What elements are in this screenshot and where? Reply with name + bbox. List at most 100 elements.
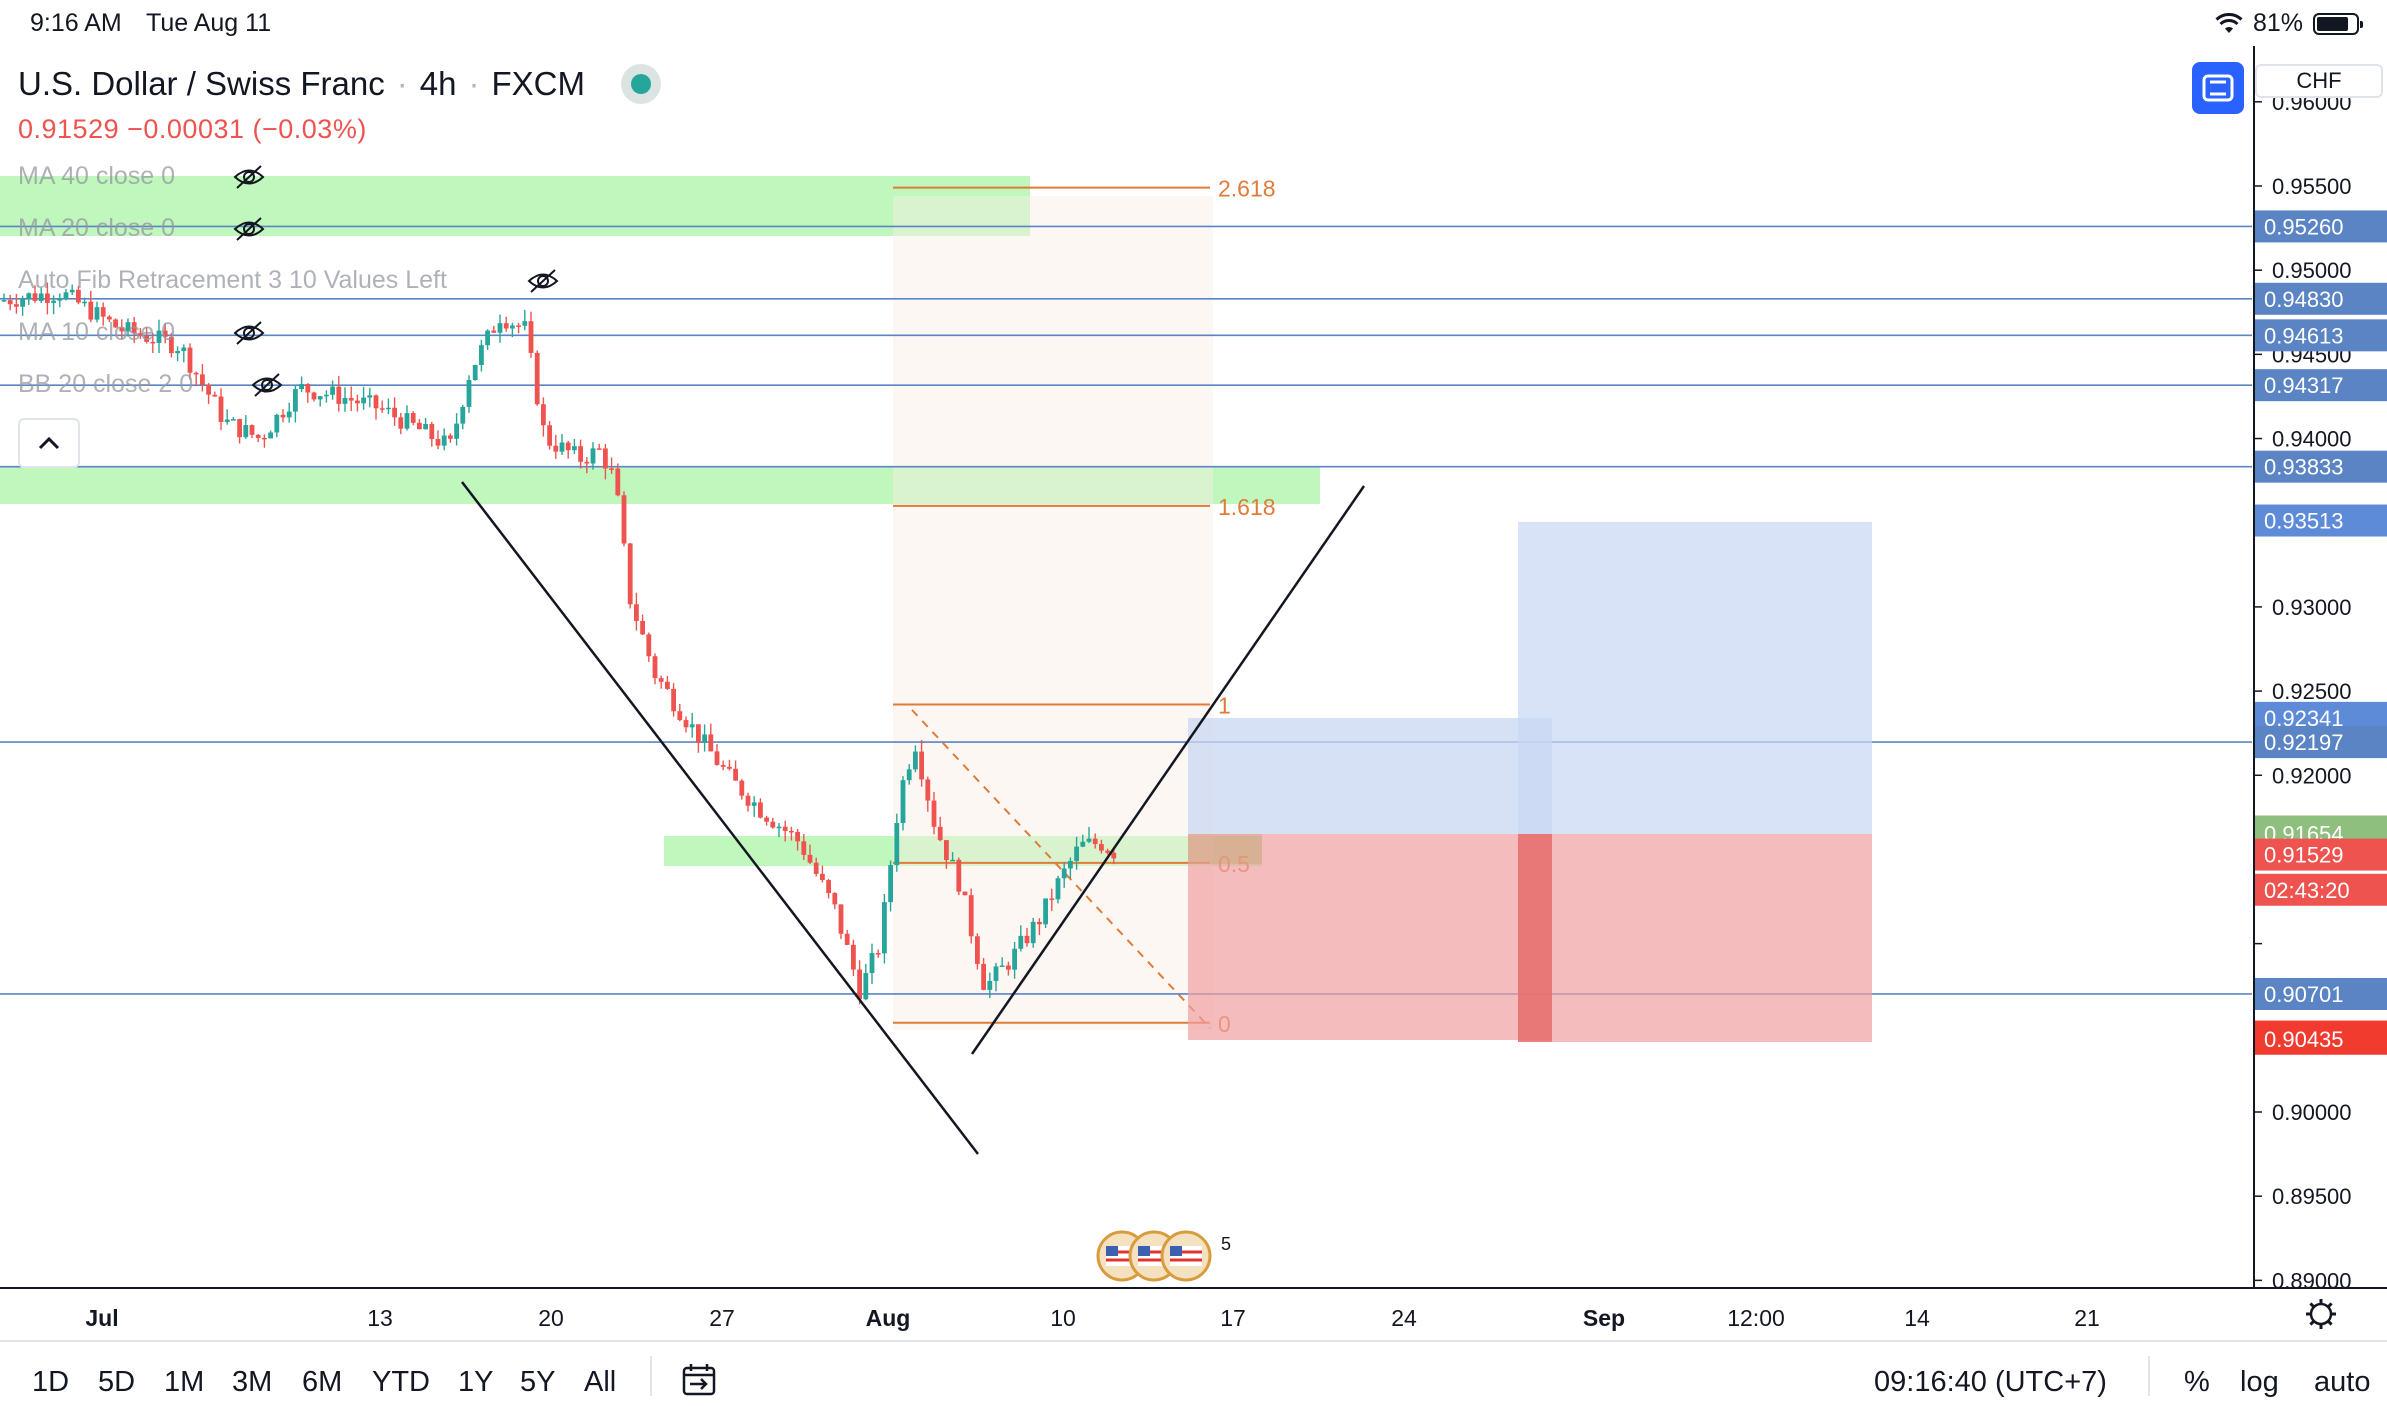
- status-date: Tue Aug 11: [146, 9, 272, 37]
- candle-body: [410, 413, 416, 423]
- eye-off-icon[interactable]: [232, 216, 266, 242]
- symbol-legend[interactable]: U.S. Dollar / Swiss Franc · 4h · FXCM: [18, 64, 661, 104]
- eye-off-icon[interactable]: [232, 164, 266, 190]
- candle-body: [429, 423, 435, 439]
- support-zone[interactable]: [0, 466, 1320, 504]
- timeframe-1m[interactable]: 1M: [164, 1366, 205, 1398]
- eye-off-icon[interactable]: [250, 372, 284, 398]
- trend-line[interactable]: [461, 481, 979, 1155]
- price-axis-label[interactable]: 0.90435: [2255, 1022, 2387, 1055]
- candle-body: [212, 394, 218, 397]
- battery-percent: 81%: [2252, 9, 2303, 37]
- timeframe-1d[interactable]: 1D: [32, 1366, 70, 1398]
- candle-body: [807, 854, 813, 863]
- price-axis-label[interactable]: 0.93513: [2255, 504, 2387, 537]
- candle-body: [981, 963, 986, 990]
- candle-body: [534, 352, 540, 405]
- indicator-ma40[interactable]: MA 40 close 0: [18, 162, 175, 191]
- position-target-zone[interactable]: [1188, 718, 1552, 834]
- price-axis-label[interactable]: 0.95260: [2255, 210, 2387, 243]
- position-target-zone[interactable]: [1518, 522, 1872, 834]
- candle-body: [646, 634, 652, 657]
- candle-body: [454, 423, 459, 439]
- gear-icon[interactable]: [2306, 1299, 2336, 1329]
- candle-body: [175, 351, 180, 354]
- candle-body: [14, 304, 19, 307]
- currency-button[interactable]: CHF: [2255, 64, 2383, 98]
- chart-clock[interactable]: 09:16:40 (UTC+7): [1874, 1366, 2107, 1398]
- news-flag-icon[interactable]: 5: [1160, 1230, 1231, 1282]
- candle-body: [193, 372, 199, 375]
- price-axis-label[interactable]: 0.93833: [2255, 450, 2387, 483]
- price-axis-label[interactable]: 0.90701: [2255, 977, 2387, 1010]
- candle-body: [423, 423, 428, 430]
- price-axis-label[interactable]: 02:43:20: [2255, 873, 2387, 906]
- indicator-ma10[interactable]: MA 10 close 0: [18, 318, 175, 347]
- time-tick-label: Jul: [85, 1305, 118, 1331]
- timeframe-1y[interactable]: 1Y: [458, 1366, 494, 1398]
- candle-body: [348, 397, 354, 401]
- symbol-name[interactable]: U.S. Dollar / Swiss Franc: [18, 65, 385, 102]
- price-axis-label[interactable]: 0.94830: [2255, 282, 2387, 315]
- timeframe-6m[interactable]: 6M: [302, 1366, 343, 1398]
- timeframe-5d[interactable]: 5D: [98, 1366, 136, 1398]
- timeframe-3m[interactable]: 3M: [232, 1366, 273, 1398]
- date-range-icon[interactable]: [680, 1362, 720, 1398]
- candle-body: [485, 330, 490, 346]
- candle-body: [45, 293, 50, 303]
- symbol-interval[interactable]: 4h: [419, 65, 457, 102]
- eye-off-icon[interactable]: [526, 268, 560, 294]
- economic-events: 765: [1096, 1230, 1231, 1282]
- timeframe-ytd[interactable]: YTD: [372, 1366, 430, 1398]
- demand-zone[interactable]: [664, 836, 1262, 866]
- price-axis-label[interactable]: 0.91529: [2255, 838, 2387, 871]
- candle-body: [311, 392, 317, 400]
- fib-trend-line[interactable]: [911, 709, 1211, 1029]
- candle-body: [851, 944, 856, 970]
- price-label-box: [2255, 977, 2387, 1010]
- candle-body: [776, 826, 782, 829]
- symbol-exchange: FXCM: [491, 65, 585, 102]
- candle-body: [882, 902, 887, 954]
- legend-price: 0.91529 −0.00031 (−0.03%): [18, 114, 367, 145]
- collapse-legend-button[interactable]: [18, 418, 80, 468]
- position-stop-zone[interactable]: [1518, 834, 1872, 1042]
- candle-body: [386, 407, 391, 410]
- candle-body: [249, 425, 255, 435]
- position-stop-zone[interactable]: [1188, 834, 1552, 1040]
- gear-ring: [2309, 1302, 2333, 1326]
- candle-body: [813, 862, 819, 874]
- candle-body: [32, 293, 38, 301]
- chevron-up-icon: [38, 436, 60, 450]
- auto-scale-toggle[interactable]: auto: [2314, 1366, 2371, 1398]
- market-status-icon[interactable]: [620, 64, 661, 104]
- fib-level-label: 2.618: [1218, 176, 1276, 202]
- indicator-bb20[interactable]: BB 20 close 2 0: [18, 370, 193, 399]
- price-axis-label[interactable]: 0.94613: [2255, 319, 2387, 352]
- percent-scale-toggle[interactable]: %: [2184, 1366, 2210, 1398]
- log-scale-toggle[interactable]: log: [2240, 1366, 2279, 1398]
- time-tick-label: 14: [1904, 1305, 1930, 1331]
- indicator-ma20[interactable]: MA 20 close 0: [18, 214, 175, 243]
- candle-body: [931, 800, 937, 827]
- fib-level-label: 1: [1218, 693, 1231, 719]
- candle-body: [63, 292, 69, 299]
- toolbar-separator: [2148, 1356, 2150, 1396]
- fib-background[interactable]: [893, 196, 1213, 1030]
- flag-canton: [1138, 1246, 1150, 1256]
- indicator-auto-fib[interactable]: Auto Fib Retracement 3 10 Values Left: [18, 266, 447, 295]
- trend-line[interactable]: [970, 485, 1366, 1055]
- price-label-text: 0.93513: [2264, 509, 2344, 534]
- timeframe-5y[interactable]: 5Y: [520, 1366, 556, 1398]
- candle-body: [479, 345, 484, 365]
- fullscreen-button[interactable]: [2192, 62, 2244, 114]
- gear-tooth: [2327, 1320, 2333, 1326]
- price-label-text: 0.94317: [2264, 373, 2344, 398]
- price-axis-label[interactable]: 0.94317: [2255, 369, 2387, 402]
- eye-off-icon[interactable]: [232, 320, 266, 346]
- price-label-text: 0.91529: [2264, 843, 2344, 868]
- flag-canton: [1106, 1246, 1118, 1256]
- timeframe-all[interactable]: All: [584, 1366, 617, 1398]
- price-axis-label[interactable]: 0.92197: [2255, 726, 2387, 759]
